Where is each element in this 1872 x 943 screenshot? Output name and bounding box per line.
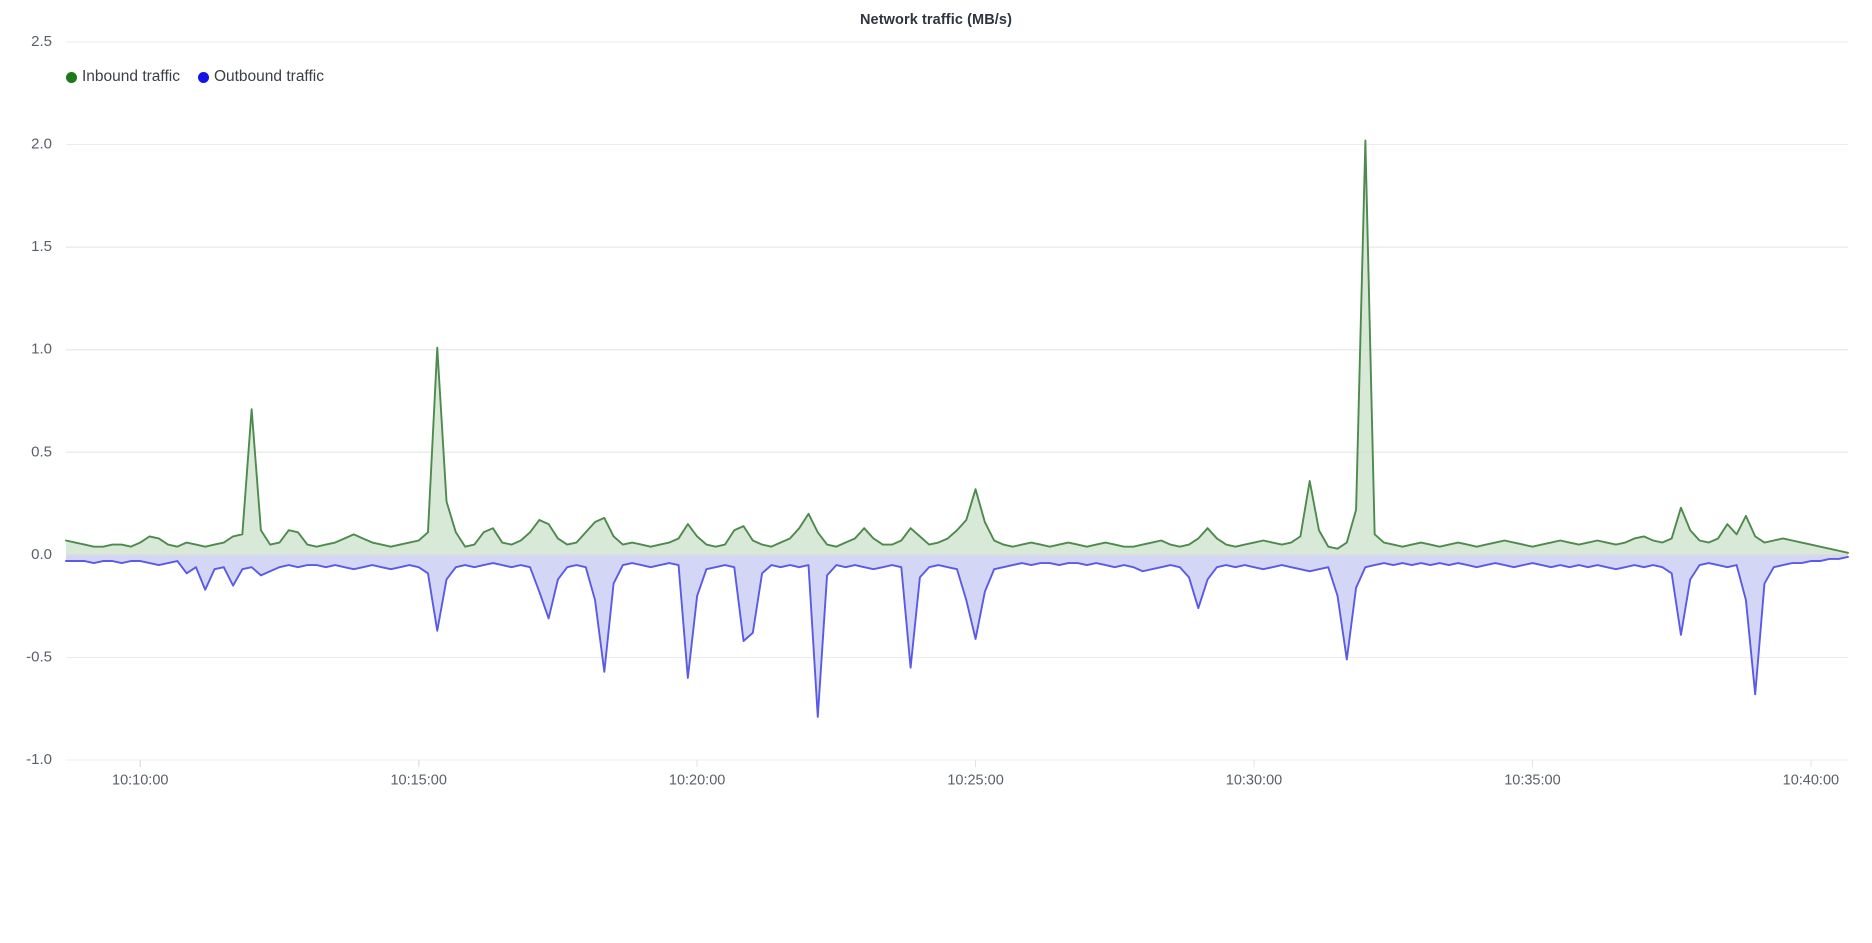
x-axis-tick-label: 10:15:00 xyxy=(390,773,446,789)
series-area-fill xyxy=(66,554,1848,717)
series-areas xyxy=(65,139,1849,718)
y-axis-tick-label: -1.0 xyxy=(26,751,52,768)
y-gridlines xyxy=(66,41,1848,761)
series-line[interactable] xyxy=(65,139,1849,554)
x-axis-tick-label: 10:10:00 xyxy=(112,773,168,789)
x-axis-tick-label: 10:35:00 xyxy=(1504,773,1560,789)
legend-marker-circle-icon xyxy=(197,71,209,83)
y-axis-tick-label: -0.5 xyxy=(26,648,52,665)
legend-label-outbound-traffic: Outbound traffic xyxy=(213,68,324,85)
y-axis-tick-label: 2.0 xyxy=(31,136,52,153)
x-axis-tick-label: 10:30:00 xyxy=(1226,773,1282,789)
y-axis-tick-label: 2.5 xyxy=(31,33,52,50)
y-axis-tick-label: 1.0 xyxy=(31,341,52,358)
chart-title: Network traffic (MB/s) xyxy=(859,12,1013,28)
y-axis-tick-label: 0.0 xyxy=(31,546,52,563)
legend-item-inbound-traffic[interactable]: Inbound traffic xyxy=(66,68,180,86)
x-axis-tick-label: 10:25:00 xyxy=(947,773,1003,789)
x-axis-tick-labels: 10:10:00 10:15:00 10:20:00 10:25:00 10:30:00… xyxy=(112,773,1839,789)
y-axis-tick-label: 1.5 xyxy=(31,238,52,255)
y-axis-tick-label: 0.5 xyxy=(31,443,52,460)
chart-legend: Inbound traffic Outbound traffic xyxy=(66,68,324,86)
legend-item-outbound-traffic[interactable]: Outbound traffic xyxy=(197,68,324,86)
x-axis-tick-label: 10:20:00 xyxy=(669,773,725,789)
y-axis-tick-labels: 2.5 2.0 1.5 1.0 0.5 0.0 -0.5 -1.0 xyxy=(26,33,52,768)
legend-marker-circle-icon xyxy=(66,71,77,83)
legend-label-inbound-traffic: Inbound traffic xyxy=(82,68,180,85)
x-axis-tick-marks xyxy=(139,760,1812,767)
series-area-fill xyxy=(66,140,1848,555)
x-axis-tick-label: 10:40:00 xyxy=(1783,773,1839,789)
series-line[interactable] xyxy=(65,555,1849,718)
